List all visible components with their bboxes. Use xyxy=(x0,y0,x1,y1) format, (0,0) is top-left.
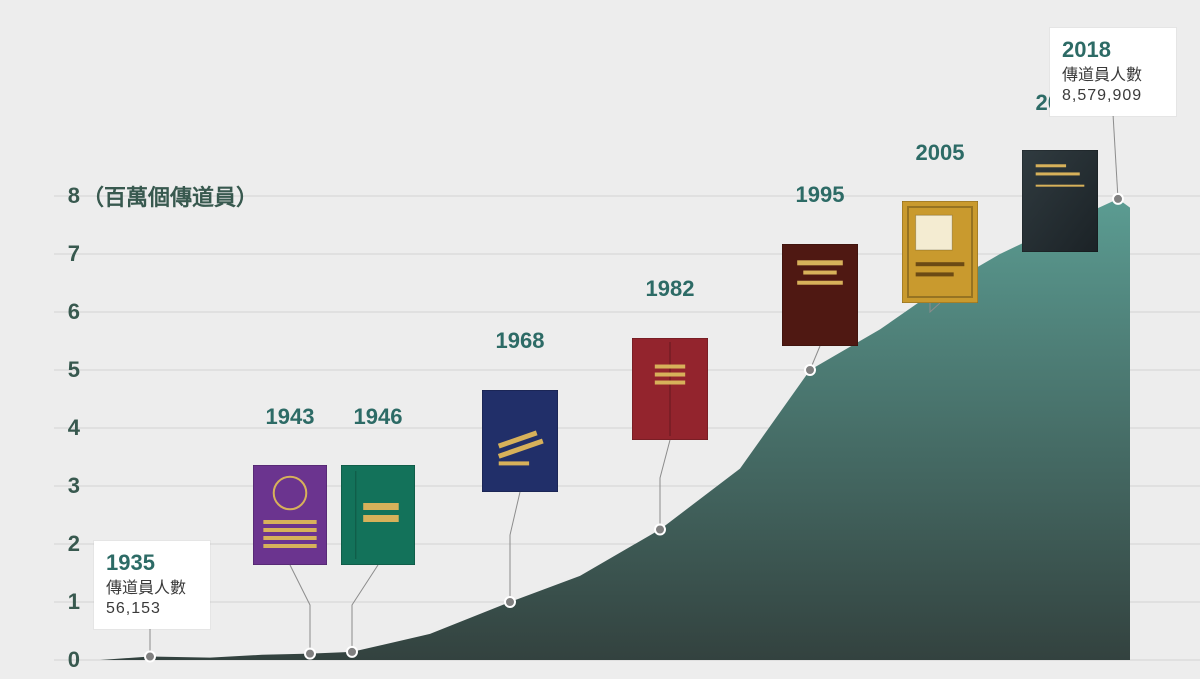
callout-label: 傳道員人數 xyxy=(1062,66,1164,86)
book-icon-1968 xyxy=(482,390,558,492)
y-tick-label: 5 xyxy=(68,357,80,383)
book-icon-2005 xyxy=(902,201,978,303)
callout-number: 56,153 xyxy=(106,599,198,619)
book-icon-1995 xyxy=(782,244,858,346)
year-label-2005: 2005 xyxy=(916,140,965,166)
book-icon-1982 xyxy=(632,338,708,440)
y-tick-label: 8 xyxy=(68,183,80,209)
y-tick-label: 2 xyxy=(68,531,80,557)
y-tick-label: 6 xyxy=(68,299,80,325)
callout-number: 8,579,909 xyxy=(1062,86,1164,106)
year-label-1982: 1982 xyxy=(646,276,695,302)
year-label-1995: 1995 xyxy=(796,182,845,208)
book-icon-1943 xyxy=(253,465,327,565)
y-tick-label: 7 xyxy=(68,241,80,267)
callout-start: 1935傳道員人數56,153 xyxy=(94,541,210,629)
year-label-1946: 1946 xyxy=(354,404,403,430)
callout-year: 1935 xyxy=(106,549,198,577)
y-tick-label: 3 xyxy=(68,473,80,499)
book-icon-2015 xyxy=(1022,150,1098,252)
callout-year: 2018 xyxy=(1062,36,1164,64)
y-tick-label: 1 xyxy=(68,589,80,615)
callout-label: 傳道員人數 xyxy=(106,579,198,599)
y-tick-label: 4 xyxy=(68,415,80,441)
year-label-1943: 1943 xyxy=(266,404,315,430)
y-tick-label: 0 xyxy=(68,647,80,673)
callout-end: 2018傳道員人數8,579,909 xyxy=(1050,28,1176,116)
book-icon-1946 xyxy=(341,465,415,565)
growth-area-chart: 0 1 2 3 4 5 6 7 8（百萬個傳道員） 1943 1946 1968 1982 1995 200… xyxy=(0,0,1200,679)
y-axis-title: （百萬個傳道員） xyxy=(82,180,258,212)
year-label-1968: 1968 xyxy=(496,328,545,354)
